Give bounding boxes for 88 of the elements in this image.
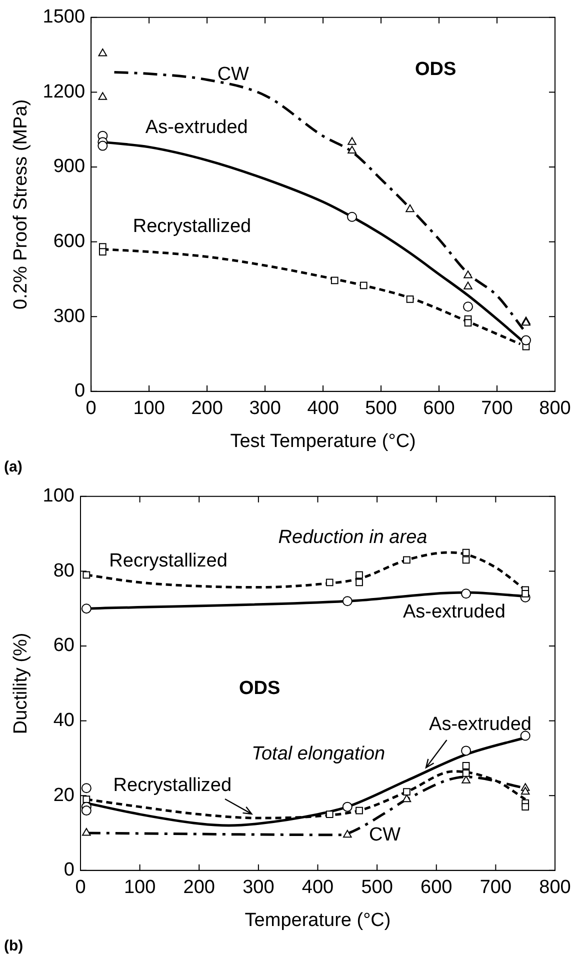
annotation: Recrystallized <box>132 216 252 238</box>
point <box>326 810 334 818</box>
annotation: Recrystallized <box>113 775 232 796</box>
y-tick-label: 600 <box>53 231 86 252</box>
text: (b) <box>4 938 24 955</box>
x-tick-label: 300 <box>249 398 281 420</box>
point <box>326 578 334 586</box>
point <box>463 302 474 312</box>
point <box>520 730 530 741</box>
annotation: As-extruded <box>402 602 506 623</box>
annotation: As-extruded <box>145 117 248 138</box>
point <box>461 588 472 599</box>
point <box>98 48 108 56</box>
point <box>330 276 338 284</box>
y-axis-title: Ductility (%) <box>10 632 32 734</box>
y-tick-label: 40 <box>53 710 74 732</box>
y-tick-label: 1200 <box>42 81 86 102</box>
y-tick-label: 1500 <box>42 6 86 28</box>
point <box>348 137 356 145</box>
point <box>462 776 470 784</box>
x-axis-title: Temperature (°C) <box>244 910 391 931</box>
point <box>406 295 414 303</box>
x-tick-label: 600 <box>420 877 452 898</box>
x-tick-label: 100 <box>124 877 156 898</box>
x-tick-label: 500 <box>365 398 397 420</box>
point <box>520 786 530 795</box>
y-tick-label: 0 <box>74 380 86 402</box>
point <box>82 571 90 579</box>
annotation: Reduction in area <box>278 526 428 548</box>
x-tick-label: 700 <box>480 877 512 898</box>
x-tick-label: 600 <box>423 398 455 420</box>
x-tick-label: 200 <box>183 877 215 898</box>
x-tick-label: 200 <box>191 398 223 420</box>
x-tick-label: 400 <box>302 877 334 898</box>
point <box>462 548 470 556</box>
point <box>81 806 92 816</box>
point <box>81 783 92 794</box>
annotation: CW <box>217 64 250 85</box>
point <box>348 146 356 154</box>
x-tick-label: 300 <box>242 877 274 898</box>
text: (a) <box>4 458 22 476</box>
y-tick-label: 0 <box>64 860 74 881</box>
point <box>521 335 532 346</box>
point <box>347 212 358 222</box>
point <box>82 828 91 836</box>
point <box>403 788 410 796</box>
y-tick-label: 20 <box>53 784 74 806</box>
y-tick-label: 60 <box>53 635 74 656</box>
point <box>98 92 108 100</box>
point <box>356 578 363 586</box>
point <box>360 282 368 290</box>
point <box>406 204 414 212</box>
annotation: Total elongation <box>252 744 386 765</box>
point <box>356 806 363 814</box>
annotation: As-extruded <box>429 714 532 735</box>
point <box>356 571 363 579</box>
y-axis-title: 0.2% Proof Stress (MPa) <box>10 99 32 310</box>
point <box>462 762 470 770</box>
y-tick-label: 900 <box>53 156 86 178</box>
point <box>342 802 352 812</box>
point <box>462 556 470 564</box>
annotation: CW <box>368 824 401 846</box>
point <box>461 746 472 756</box>
y-tick-label: 300 <box>53 306 86 327</box>
annotation: ODS <box>414 58 456 80</box>
x-tick-label: 800 <box>539 398 571 420</box>
x-tick-label: 700 <box>481 398 513 420</box>
point <box>522 803 530 810</box>
x-tick-label: 100 <box>133 398 165 420</box>
x-tick-label: 500 <box>361 877 393 898</box>
x-axis-title: Test Temperature (°C) <box>230 430 416 452</box>
point <box>522 590 530 598</box>
point <box>98 140 108 151</box>
x-tick-label: 400 <box>307 398 339 420</box>
annotation: ODS <box>239 678 280 699</box>
y-tick-label: 100 <box>42 486 74 507</box>
x-tick-label: 800 <box>539 877 571 898</box>
point <box>81 604 92 614</box>
point <box>343 830 352 838</box>
point <box>464 270 472 278</box>
point <box>403 556 410 564</box>
y-tick-label: 80 <box>53 560 74 582</box>
point <box>464 319 472 327</box>
annotation: Recrystallized <box>109 550 228 572</box>
point <box>462 769 470 777</box>
point <box>464 282 472 290</box>
point <box>98 248 106 256</box>
point <box>342 596 352 606</box>
